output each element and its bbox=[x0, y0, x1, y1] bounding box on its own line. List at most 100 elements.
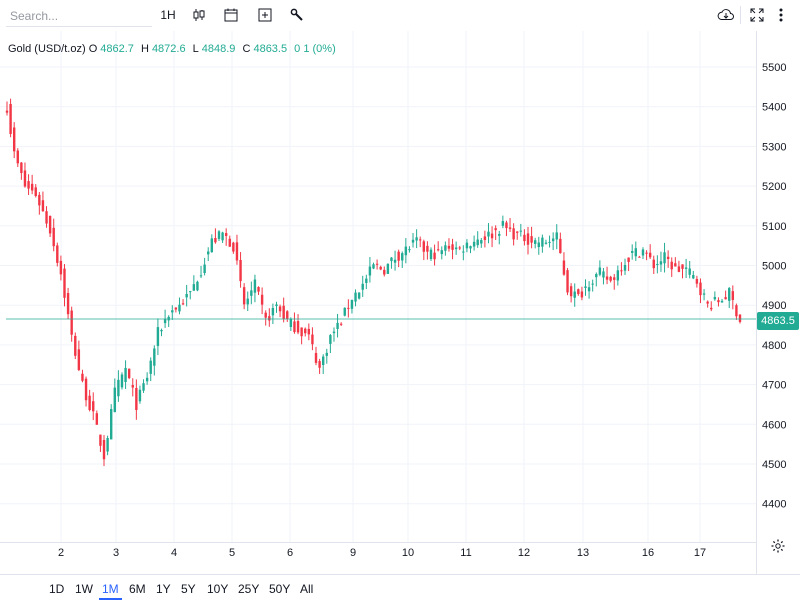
ohlc-legend: Gold (USD/t.oz) O 4862.7 H 4872.6 L 4848.9 … bbox=[8, 43, 340, 55]
candle bbox=[645, 250, 648, 261]
candle bbox=[286, 310, 289, 322]
calendar-icon[interactable] bbox=[220, 4, 242, 26]
candle bbox=[710, 301, 713, 312]
candle bbox=[260, 287, 264, 315]
range-button-1y[interactable]: 1Y bbox=[156, 582, 171, 596]
candle bbox=[368, 257, 372, 283]
candle bbox=[48, 215, 52, 238]
candle bbox=[52, 218, 55, 252]
range-button-5y[interactable]: 5Y bbox=[181, 582, 196, 596]
close-value: 4863.5 bbox=[253, 43, 288, 55]
candle bbox=[347, 299, 350, 318]
candle bbox=[408, 246, 411, 253]
high-value: 4872.6 bbox=[151, 43, 186, 55]
symbol-name: Gold (USD/t.oz) bbox=[8, 43, 86, 55]
candle bbox=[508, 218, 512, 232]
candle bbox=[656, 255, 659, 274]
wrench-icon[interactable] bbox=[286, 4, 308, 26]
candle bbox=[591, 279, 594, 292]
range-button-10y[interactable]: 10Y bbox=[207, 582, 229, 596]
candle bbox=[501, 215, 505, 229]
candle bbox=[88, 389, 91, 412]
more-menu-icon[interactable] bbox=[770, 4, 792, 26]
settings-gear-icon[interactable] bbox=[770, 538, 786, 554]
candle bbox=[702, 289, 706, 301]
price-tick-label: 4600 bbox=[762, 419, 786, 431]
price-tick-label: 4700 bbox=[762, 380, 786, 392]
candle bbox=[523, 229, 526, 246]
range-button-6m[interactable]: 6M bbox=[129, 582, 146, 596]
candle bbox=[304, 327, 307, 337]
candle bbox=[242, 283, 246, 310]
candle bbox=[329, 334, 332, 354]
candle bbox=[631, 244, 634, 260]
interval-button[interactable]: 1H bbox=[160, 8, 176, 22]
candle bbox=[577, 288, 580, 296]
candle bbox=[483, 230, 487, 248]
price-tick-label: 4400 bbox=[762, 499, 786, 511]
price-chart[interactable]: 5500 5400 5300 5200 5100 5000 4900 4800 4700 4600… bbox=[0, 0, 800, 574]
candle bbox=[426, 241, 429, 260]
candle bbox=[106, 435, 109, 456]
price-tick-label: 4800 bbox=[762, 340, 786, 352]
chart-grid bbox=[0, 31, 756, 542]
candle bbox=[66, 287, 70, 320]
add-indicator-icon[interactable] bbox=[254, 4, 276, 26]
candle bbox=[688, 260, 691, 279]
candle bbox=[454, 241, 458, 255]
candle bbox=[616, 265, 620, 286]
candle bbox=[447, 238, 451, 252]
time-tick-label: 11 bbox=[460, 547, 471, 559]
candle bbox=[692, 270, 695, 280]
time-tick-label: 17 bbox=[694, 547, 706, 559]
candle bbox=[23, 162, 27, 188]
range-button-1w[interactable]: 1W bbox=[75, 582, 93, 596]
candle bbox=[613, 274, 616, 290]
candle bbox=[314, 346, 318, 366]
price-tick-label: 5500 bbox=[762, 62, 786, 74]
search-input[interactable] bbox=[6, 6, 152, 27]
candle bbox=[537, 236, 540, 255]
candle bbox=[375, 259, 379, 270]
candle bbox=[516, 231, 519, 240]
top-toolbar: 1H bbox=[0, 0, 800, 31]
candle bbox=[99, 434, 102, 452]
candle bbox=[706, 300, 709, 308]
price-axis[interactable]: 5500 5400 5300 5200 5100 5000 4900 4800 4700 4600… bbox=[762, 62, 786, 511]
candle bbox=[228, 235, 231, 247]
price-tick-label: 5000 bbox=[762, 261, 786, 273]
candle bbox=[307, 323, 311, 341]
candle bbox=[728, 286, 731, 309]
candle bbox=[390, 257, 393, 269]
range-button-all[interactable]: All bbox=[300, 582, 314, 596]
candle bbox=[505, 220, 508, 237]
range-button-1d[interactable]: 1D bbox=[49, 582, 65, 596]
price-tick-label: 4500 bbox=[762, 459, 786, 471]
candle bbox=[566, 267, 569, 296]
candle bbox=[422, 239, 426, 261]
range-button-1m[interactable]: 1M bbox=[99, 580, 122, 600]
range-selector: 1D 1W 1M 6M 1Y 5Y 10Y 25Y 50Y All bbox=[0, 574, 800, 601]
candle bbox=[419, 236, 422, 248]
high-key: H bbox=[140, 43, 149, 55]
candle bbox=[20, 162, 23, 180]
candle bbox=[354, 289, 357, 307]
candle bbox=[253, 274, 257, 303]
range-button-50y[interactable]: 50Y bbox=[269, 582, 291, 596]
candle bbox=[246, 291, 249, 311]
candle bbox=[717, 297, 720, 307]
candle bbox=[113, 378, 116, 413]
candle bbox=[663, 242, 666, 273]
fullscreen-icon[interactable] bbox=[746, 4, 768, 26]
candle bbox=[41, 191, 45, 212]
candle bbox=[444, 241, 447, 256]
candle bbox=[289, 317, 293, 331]
candles-icon[interactable] bbox=[188, 4, 210, 26]
price-tick-label: 4900 bbox=[762, 300, 786, 312]
candle bbox=[131, 378, 134, 397]
cloud-download-icon[interactable] bbox=[715, 4, 737, 26]
time-axis[interactable]: 2 3 4 5 6 9 10 11 12 13 16 17 bbox=[0, 542, 756, 560]
candle bbox=[174, 307, 178, 313]
range-button-25y[interactable]: 25Y bbox=[238, 582, 260, 596]
time-tick-label: 12 bbox=[518, 547, 530, 559]
